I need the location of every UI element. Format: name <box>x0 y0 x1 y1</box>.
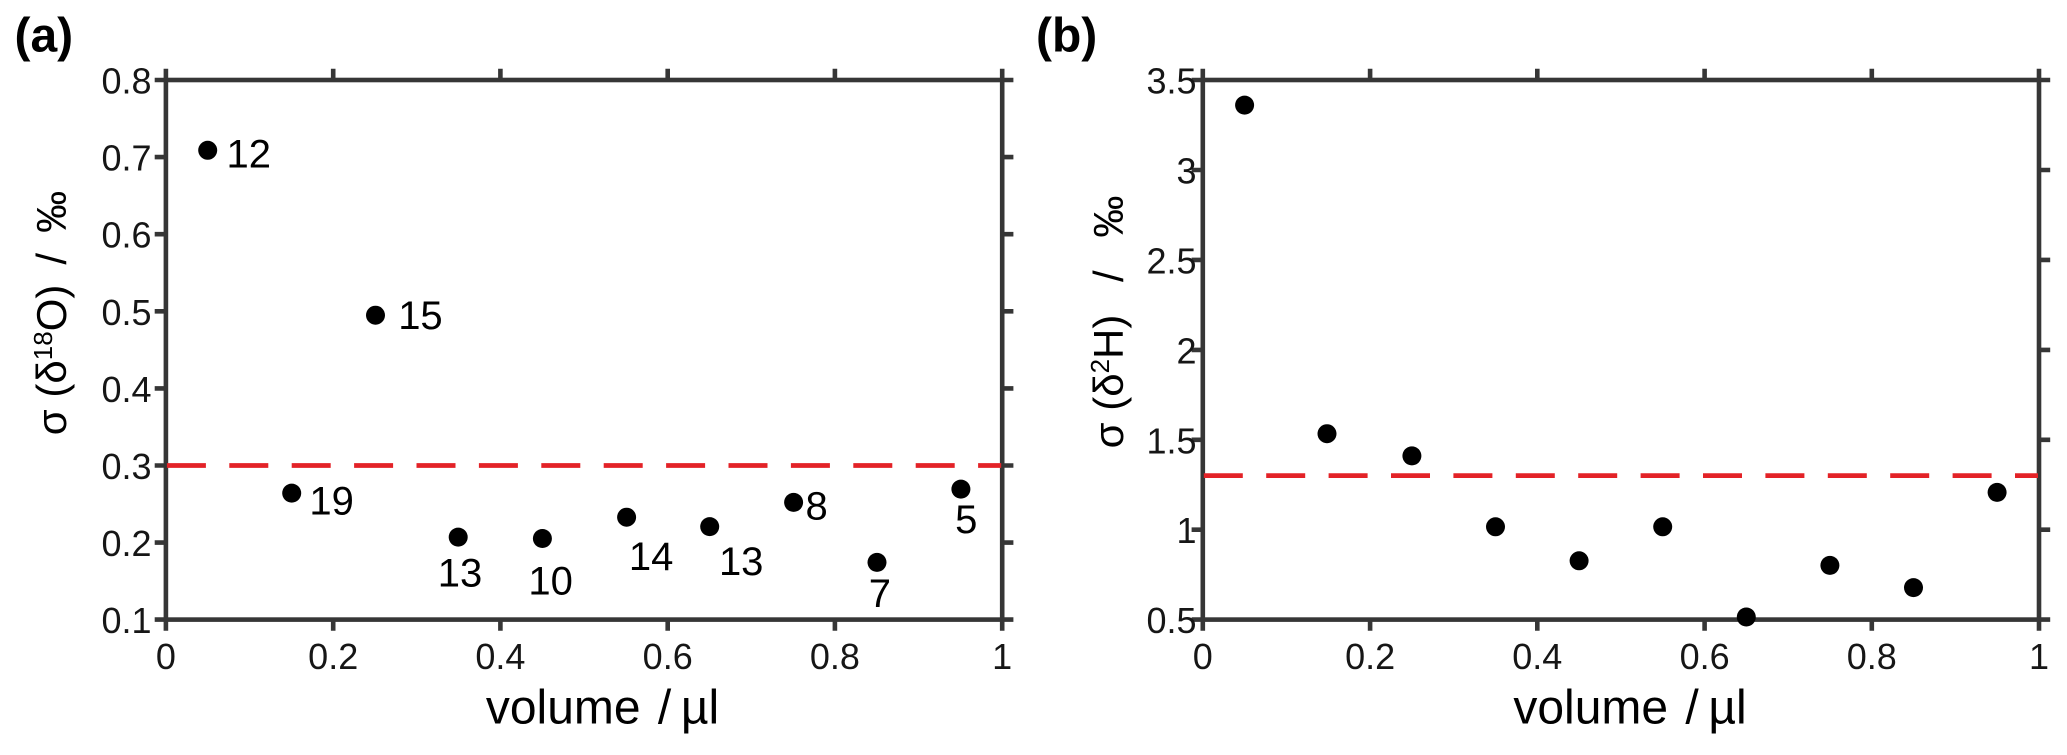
svg-text:(b): (b) <box>1036 10 1097 63</box>
svg-text:13: 13 <box>438 551 483 595</box>
svg-text:8: 8 <box>806 484 828 528</box>
svg-text:12: 12 <box>227 132 272 176</box>
svg-text:volume / µl: volume / µl <box>1513 682 1746 735</box>
svg-text:0.1: 0.1 <box>101 600 151 641</box>
svg-text:0: 0 <box>1193 636 1213 677</box>
svg-text:19: 19 <box>309 480 354 524</box>
svg-text:14: 14 <box>629 535 674 579</box>
svg-text:0: 0 <box>156 636 176 677</box>
svg-text:σ (δ18O) / ‰: σ (δ18O) / ‰ <box>28 191 75 435</box>
svg-text:0.8: 0.8 <box>1847 636 1897 677</box>
svg-text:2: 2 <box>1176 330 1196 371</box>
svg-text:0.4: 0.4 <box>101 369 151 410</box>
svg-text:0.3: 0.3 <box>101 446 151 487</box>
svg-text:0.7: 0.7 <box>101 138 151 179</box>
svg-text:volume / µl: volume / µl <box>486 682 719 735</box>
svg-text:5: 5 <box>955 498 977 542</box>
svg-text:0.5: 0.5 <box>1146 600 1196 641</box>
svg-text:0.6: 0.6 <box>643 636 693 677</box>
svg-text:7: 7 <box>869 572 891 616</box>
svg-text:1.5: 1.5 <box>1146 420 1196 461</box>
svg-text:15: 15 <box>398 294 443 338</box>
svg-text:0.5: 0.5 <box>101 292 151 333</box>
svg-text:0.6: 0.6 <box>1680 636 1730 677</box>
svg-text:1: 1 <box>2029 636 2049 677</box>
svg-text:0.8: 0.8 <box>101 61 151 102</box>
svg-text:0.4: 0.4 <box>475 636 525 677</box>
svg-text:2.5: 2.5 <box>1146 240 1196 281</box>
svg-text:0.2: 0.2 <box>101 523 151 564</box>
svg-text:0.4: 0.4 <box>1512 636 1562 677</box>
svg-text:1: 1 <box>1176 510 1196 551</box>
svg-text:0.6: 0.6 <box>101 215 151 256</box>
svg-text:0.2: 0.2 <box>1345 636 1395 677</box>
svg-text:13: 13 <box>719 540 764 584</box>
svg-text:3: 3 <box>1176 151 1196 192</box>
svg-text:0.2: 0.2 <box>308 636 358 677</box>
svg-text:σ (δ2H) / ‰: σ (δ2H) / ‰ <box>1085 196 1132 449</box>
svg-text:(a): (a) <box>15 10 74 63</box>
svg-text:3.5: 3.5 <box>1146 61 1196 102</box>
svg-text:0.8: 0.8 <box>810 636 860 677</box>
svg-text:1: 1 <box>992 636 1012 677</box>
svg-text:10: 10 <box>528 560 573 604</box>
